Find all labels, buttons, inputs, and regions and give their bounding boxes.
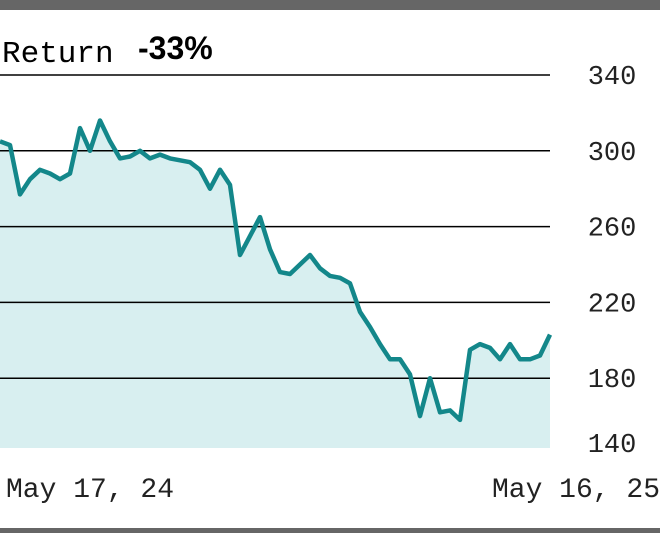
- plot: [0, 74, 553, 448]
- y-tick-label: 260: [588, 215, 637, 245]
- y-tick-label: 340: [588, 63, 637, 93]
- y-tick-label: 140: [588, 431, 637, 461]
- chart-title: Return: [2, 37, 114, 72]
- return-value: -33%: [138, 30, 213, 66]
- line: [0, 118, 553, 423]
- bottom-border: [0, 528, 660, 533]
- y-tick-label: 220: [588, 290, 637, 320]
- x-tick-label: May 17, 24: [6, 475, 174, 506]
- top-border: [0, 0, 660, 10]
- x-tick-label: May 16, 25: [492, 475, 660, 506]
- y-tick-label: 180: [588, 366, 637, 396]
- y-tick-label: 300: [588, 139, 637, 169]
- area: [0, 120, 550, 448]
